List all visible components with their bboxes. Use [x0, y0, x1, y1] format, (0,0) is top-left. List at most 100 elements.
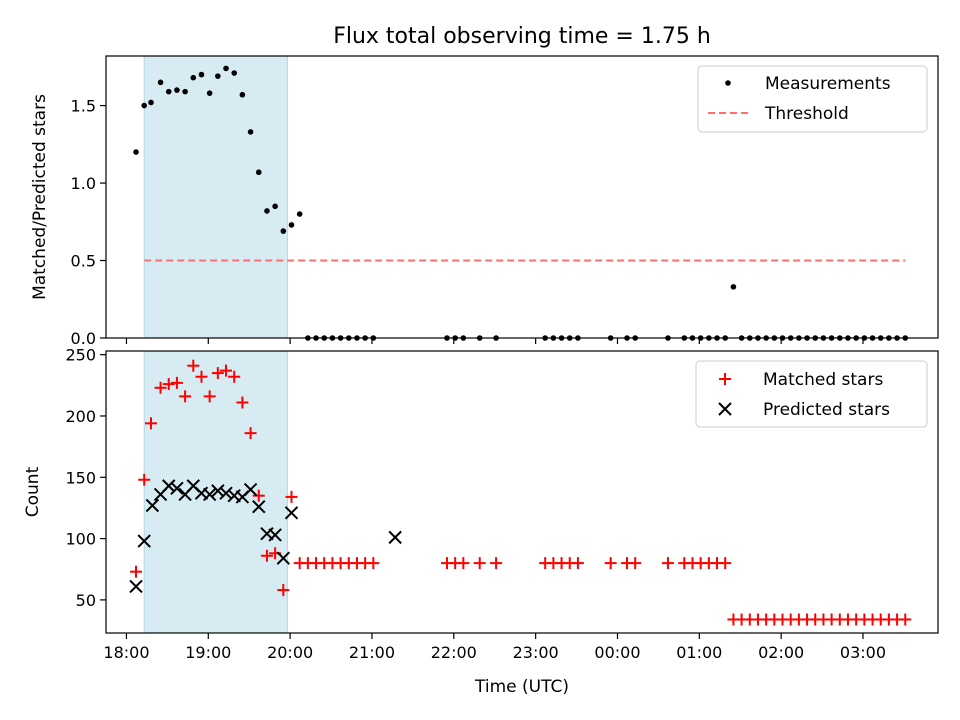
measurement-point	[215, 73, 221, 79]
measurement-point	[148, 99, 154, 106]
measurement-point	[141, 102, 147, 109]
measurement-point	[280, 228, 287, 234]
top-plot-frame	[105, 55, 939, 339]
matched-star-point	[179, 390, 192, 403]
x-tick-label: 20:00	[267, 643, 313, 662]
top-highlight-span	[143, 55, 288, 339]
top-legend-box	[697, 65, 928, 133]
measurement-point	[223, 65, 229, 72]
matched-star-point	[211, 367, 224, 380]
measurement-point	[288, 222, 295, 228]
x-tick-label: 21:00	[349, 643, 395, 662]
x-tick-label: 19:00	[185, 643, 231, 662]
legend-matched-marker	[719, 373, 731, 385]
measurement-point	[264, 208, 270, 214]
matched-star-point	[228, 370, 241, 383]
measurement-point	[206, 90, 213, 96]
legend-predicted-label: Predicted stars	[763, 400, 890, 420]
matched-star-point	[473, 557, 486, 570]
measurement-point	[239, 91, 246, 98]
x-axis-label: Time (UTC)	[474, 677, 569, 697]
measurement-point	[231, 70, 238, 76]
matched-star-point	[571, 557, 584, 570]
measurement-point	[133, 149, 139, 155]
measurement-point	[247, 129, 254, 135]
predicted-star-point	[211, 484, 225, 498]
matched-star-point	[661, 557, 674, 570]
predicted-star-point	[243, 482, 258, 497]
bot-y-tick-label: 100	[65, 530, 96, 549]
predicted-star-point	[129, 579, 143, 594]
measurement-point	[190, 74, 197, 81]
matched-star-point	[203, 390, 216, 403]
x-tick-label: 23:00	[513, 643, 559, 662]
bottom-plot-frame	[105, 350, 939, 634]
measurement-point	[174, 87, 180, 93]
matched-star-point	[604, 557, 617, 570]
bot-y-tick-label: 250	[65, 346, 96, 365]
matched-star-point	[490, 557, 503, 570]
predicted-star-point	[252, 500, 266, 514]
bottom-legend-box	[695, 360, 928, 428]
measurement-point	[165, 88, 172, 95]
matched-star-point	[220, 364, 233, 377]
top-y-tick-label: 0.0	[71, 329, 96, 348]
predicted-star-point	[276, 551, 291, 565]
x-tick-label: 01:00	[676, 643, 722, 662]
top-legend: Measurements Threshold	[697, 65, 928, 133]
x-tick-label: 22:00	[431, 643, 477, 662]
measurement-point	[157, 79, 164, 86]
matched-star-point	[145, 417, 158, 430]
top-y-tick-label: 0.5	[71, 252, 96, 271]
matched-star-point	[285, 490, 298, 503]
matched-star-point	[187, 359, 200, 372]
predicted-star-point	[219, 486, 233, 500]
x-tick-label: 02:00	[758, 643, 804, 662]
matched-star-point	[154, 381, 167, 394]
matched-star-point	[457, 557, 470, 570]
bot-y-tick-label: 200	[65, 407, 96, 426]
legend-predicted-marker	[718, 402, 732, 416]
matched-star-point	[138, 473, 151, 486]
predicted-star-point	[145, 498, 160, 513]
predicted-star-point	[388, 530, 402, 545]
bottom-y-axis-label: Count	[23, 466, 43, 517]
legend-measurements-label: Measurements	[765, 74, 891, 94]
predicted-star-point	[202, 487, 217, 502]
matched-star-point	[367, 557, 380, 570]
predicted-star-point	[268, 528, 282, 542]
legend-measurements-marker	[725, 80, 731, 86]
top-y-axis-label: Matched/Predicted stars	[30, 94, 50, 300]
matched-star-point	[170, 376, 183, 389]
measurement-point	[182, 88, 188, 95]
bot-y-tick-label: 150	[65, 468, 96, 487]
bottom-panel: 50 100 150 200 250 18:00 19:00 20:00 21:00 22:00…	[23, 346, 939, 697]
matched-star-point	[236, 396, 249, 409]
matched-star-point	[719, 557, 732, 570]
top-y-tick-label: 1.0	[71, 174, 96, 193]
x-tick-label: 00:00	[594, 643, 640, 662]
measurement-point	[255, 169, 262, 176]
chart-title: Flux total observing time = 1.75 h	[333, 24, 711, 49]
matched-star-point	[260, 549, 273, 562]
predicted-star-point	[284, 506, 299, 520]
measurement-point	[198, 71, 205, 78]
measurement-point	[730, 284, 737, 290]
matched-star-point	[277, 584, 290, 597]
bot-y-tick-label: 50	[76, 591, 96, 610]
bottom-legend: Matched stars Predicted stars	[695, 360, 928, 428]
predicted-star-point	[162, 479, 176, 493]
matched-star-point	[195, 370, 208, 383]
measurement-point	[272, 203, 278, 210]
matched-star-point	[130, 565, 143, 578]
matched-star-point	[244, 427, 257, 440]
matched-star-point	[252, 489, 265, 502]
top-panel: 0.0 0.5 1.0 1.5 Matched/Predicted stars Mea…	[30, 55, 939, 348]
legend-threshold-label: Threshold	[764, 104, 849, 124]
x-tick-label: 03:00	[840, 643, 886, 662]
matched-star-point	[899, 613, 912, 626]
measurement-point	[296, 211, 303, 217]
legend-matched-label: Matched stars	[763, 370, 883, 390]
top-y-tick-label: 1.5	[71, 97, 96, 116]
